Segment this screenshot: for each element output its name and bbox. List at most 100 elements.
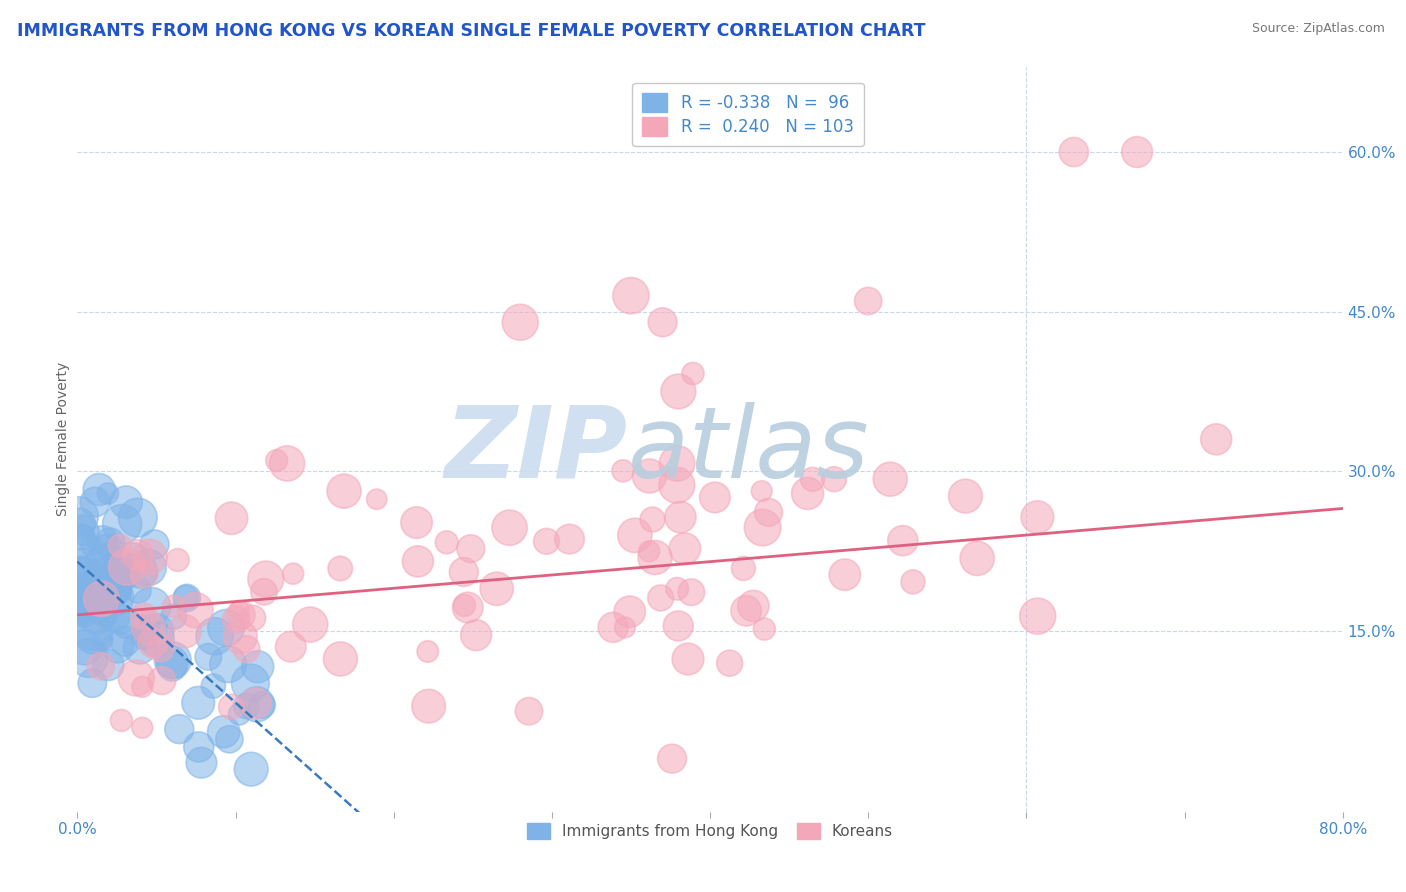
Point	[229, 607, 252, 622]
Point	[619, 605, 641, 619]
Text: IMMIGRANTS FROM HONG KONG VS KOREAN SINGLE FEMALE POVERTY CORRELATION CHART: IMMIGRANTS FROM HONG KONG VS KOREAN SING…	[17, 22, 925, 40]
Point	[217, 657, 239, 672]
Point	[418, 699, 440, 714]
Point	[134, 629, 156, 643]
Point	[751, 520, 773, 534]
Point	[250, 698, 273, 713]
Point	[197, 649, 219, 664]
Point	[138, 621, 160, 635]
Point	[131, 680, 153, 694]
Point	[90, 591, 112, 606]
Point	[240, 762, 263, 776]
Point	[70, 566, 93, 580]
Point	[103, 590, 125, 604]
Point	[96, 565, 118, 579]
Point	[107, 640, 129, 655]
Point	[69, 566, 91, 580]
Point	[67, 579, 90, 593]
Point	[160, 656, 183, 670]
Point	[735, 604, 758, 618]
Point	[221, 511, 243, 525]
Point	[536, 534, 558, 549]
Text: Source: ZipAtlas.com: Source: ZipAtlas.com	[1251, 22, 1385, 36]
Point	[90, 575, 112, 590]
Point	[97, 486, 120, 500]
Point	[184, 603, 207, 617]
Point	[104, 591, 127, 606]
Point	[90, 659, 112, 673]
Point	[1126, 145, 1149, 159]
Point	[75, 587, 97, 601]
Point	[87, 564, 110, 578]
Point	[173, 624, 195, 639]
Point	[160, 659, 183, 673]
Point	[87, 483, 110, 497]
Point	[138, 549, 160, 564]
Point	[103, 609, 125, 624]
Point	[718, 656, 741, 670]
Point	[190, 756, 212, 770]
Point	[834, 567, 856, 582]
Point	[225, 612, 247, 626]
Point	[280, 640, 302, 654]
Point	[754, 622, 776, 636]
Point	[83, 589, 105, 603]
Point	[125, 671, 148, 685]
Point	[96, 544, 118, 558]
Point	[176, 591, 198, 605]
Point	[681, 585, 703, 599]
Point	[229, 630, 252, 644]
Point	[406, 554, 429, 568]
Point	[666, 456, 689, 470]
Point	[127, 548, 149, 562]
Point	[121, 552, 143, 566]
Point	[166, 553, 188, 567]
Point	[187, 739, 209, 754]
Point	[498, 521, 520, 535]
Point	[281, 566, 304, 581]
Point	[266, 453, 288, 467]
Point	[163, 609, 186, 624]
Point	[665, 478, 688, 492]
Point	[70, 603, 93, 617]
Point	[228, 707, 250, 722]
Point	[131, 721, 153, 735]
Point	[638, 544, 661, 558]
Point	[212, 724, 235, 739]
Point	[105, 582, 128, 596]
Point	[162, 653, 184, 667]
Point	[145, 632, 167, 647]
Point	[218, 732, 240, 747]
Point	[669, 510, 692, 524]
Point	[460, 541, 482, 556]
Point	[966, 551, 988, 566]
Point	[673, 541, 696, 556]
Text: ZIP: ZIP	[444, 402, 628, 499]
Point	[143, 537, 166, 551]
Point	[235, 699, 257, 714]
Point	[91, 534, 114, 549]
Point	[254, 572, 277, 586]
Point	[174, 591, 197, 605]
Point	[558, 532, 581, 546]
Point	[613, 620, 636, 634]
Point	[110, 714, 132, 728]
Point	[67, 509, 90, 524]
Point	[1063, 145, 1085, 159]
Point	[120, 558, 142, 573]
Point	[644, 550, 666, 565]
Point	[89, 595, 111, 609]
Point	[97, 657, 120, 672]
Point	[82, 598, 104, 612]
Point	[329, 561, 352, 575]
Point	[80, 539, 103, 553]
Point	[73, 640, 96, 654]
Point	[91, 632, 114, 647]
Point	[676, 652, 699, 666]
Point	[1026, 510, 1049, 524]
Point	[955, 489, 977, 503]
Point	[758, 505, 780, 519]
Point	[751, 484, 773, 499]
Point	[823, 472, 845, 486]
Point	[796, 486, 818, 500]
